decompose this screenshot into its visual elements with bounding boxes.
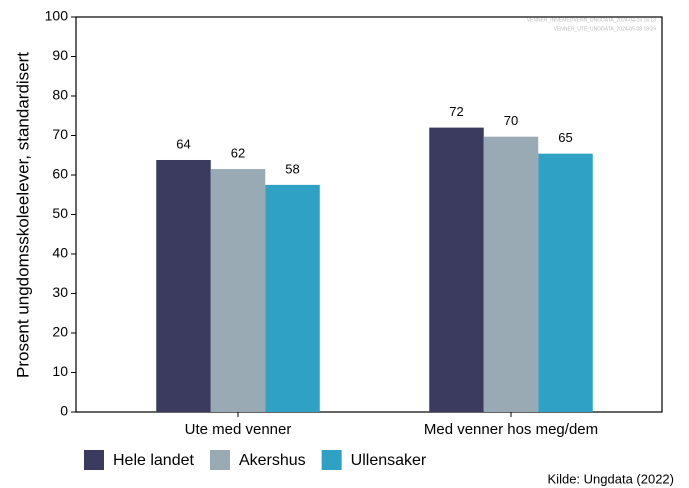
annotation: VENNER_UTE_UNGDATA_2024-05-08 18:29 [554,26,657,32]
value-label: 65 [558,130,572,145]
y-tick-label: 50 [52,205,68,221]
value-label: 62 [231,146,245,161]
legend-swatch [209,450,230,470]
y-tick-label: 90 [52,47,68,63]
value-label: 58 [285,161,299,176]
bar [483,136,539,412]
annotation: VENNER_INNEMEDVENN_UNGDATA_2024-04-16 16… [527,17,657,23]
bar [210,169,266,412]
y-tick-label: 10 [52,363,68,379]
y-tick-label: 80 [52,87,68,103]
legend-swatch [321,450,342,470]
legend-label: Ullensaker [351,452,427,469]
y-tick-label: 60 [52,166,68,182]
y-tick-label: 70 [52,126,68,142]
y-tick-label: 0 [60,403,68,419]
y-tick-label: 40 [52,245,68,261]
bar [156,159,211,412]
x-tick-label: Med venner hos meg/dem [424,421,598,438]
legend-label: Akershus [239,452,306,469]
value-label: 64 [176,136,190,151]
y-tick-label: 30 [52,284,68,300]
y-tick-label: 20 [52,324,68,340]
y-tick-label: 100 [45,8,69,24]
value-label: 70 [504,113,518,128]
legend-label: Hele landet [113,452,195,469]
bar [538,153,593,413]
source: Kilde: Ungdata (2022) [548,471,674,486]
y-axis-label: Prosent ungdomsskoleelever, standardiser… [13,52,32,378]
bar [265,184,320,412]
x-tick-label: Ute med venner [185,421,292,438]
legend-swatch [84,450,104,470]
bar [429,127,484,412]
value-label: 72 [449,104,463,119]
